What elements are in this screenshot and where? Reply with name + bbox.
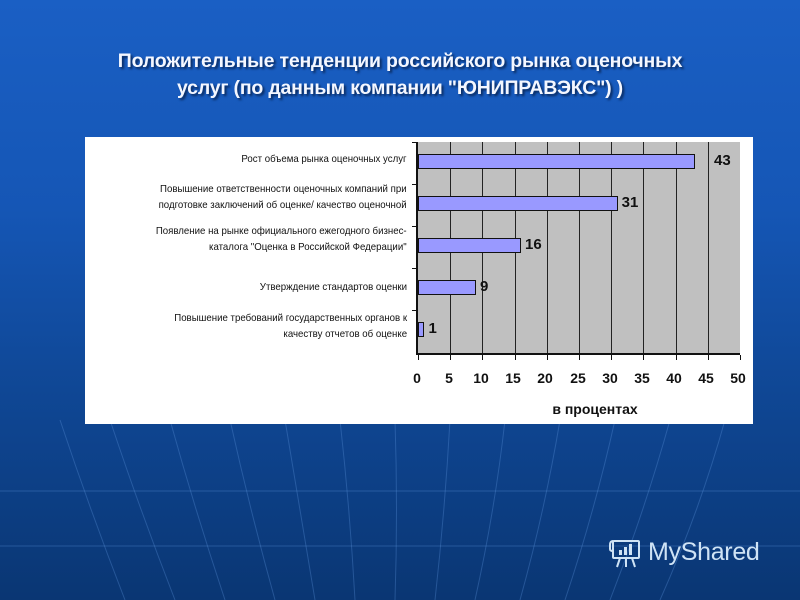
x-tick-label: 0 [413, 370, 421, 386]
x-tick [611, 355, 613, 360]
x-axis-title: в процентах [552, 401, 638, 417]
x-tick [579, 355, 580, 360]
x-tick-label: 50 [730, 370, 746, 386]
x-tick-label: 10 [473, 370, 489, 386]
x-tick [418, 355, 419, 360]
y-tick [412, 226, 418, 227]
data-label: 16 [525, 236, 542, 253]
y-tick [412, 268, 418, 269]
x-tick-label: 35 [634, 370, 650, 386]
y-tick [412, 142, 418, 143]
gridline [643, 142, 645, 353]
x-tick-label: 25 [570, 370, 586, 386]
x-tick-label: 15 [505, 370, 521, 386]
data-label: 31 [621, 194, 639, 211]
x-tick-label: 30 [602, 370, 618, 386]
y-tick [412, 310, 418, 311]
category-label-0: Рост объема рынка оценочных услуг [241, 153, 407, 165]
gridline [611, 142, 613, 353]
gridline [707, 142, 709, 353]
category-label-4: Повышение требований государственных орг… [174, 312, 407, 340]
title-line-2: услуг (по данным компании "ЮНИПРАВЭКС") … [177, 77, 623, 99]
chart-panel: Рост объема рынка оценочных услуг Повыше… [85, 137, 753, 424]
watermark-text: MyShared [648, 537, 760, 566]
x-tick [707, 355, 709, 360]
y-tick [412, 184, 418, 185]
bar [418, 154, 695, 169]
gridline [579, 142, 580, 353]
x-tick [482, 355, 484, 360]
bar [418, 196, 618, 211]
category-label-1: Повышение ответственности оценочных комп… [158, 183, 407, 211]
data-label: 9 [479, 278, 489, 295]
plot-area: 43 31 16 9 1 [412, 142, 741, 360]
slide-title: Положительные тенденции российского рынк… [40, 48, 760, 102]
watermark: MyShared [608, 535, 760, 569]
x-tick-label: 45 [698, 370, 714, 386]
bar [418, 280, 476, 295]
data-label: 43 [714, 152, 731, 169]
x-tick [450, 355, 452, 360]
x-tick-label: 20 [537, 370, 553, 386]
bar [418, 238, 522, 253]
presentation-board-icon [609, 540, 640, 568]
data-label: 1 [428, 320, 437, 337]
x-tick-label: 40 [666, 370, 682, 386]
x-tick [514, 355, 516, 360]
x-tick [740, 355, 741, 360]
x-tick [675, 355, 677, 360]
x-tick [546, 355, 548, 360]
x-tick-label: 5 [445, 370, 453, 386]
category-label-2: Появление на рынке официального ежегодно… [156, 225, 407, 253]
gridline [675, 142, 677, 353]
x-tick [643, 355, 645, 360]
bar [418, 322, 425, 337]
gridline [546, 142, 548, 353]
title-line-1: Положительные тенденции российского рынк… [117, 50, 683, 72]
category-label-3: Утверждение стандартов оценки [259, 281, 407, 293]
